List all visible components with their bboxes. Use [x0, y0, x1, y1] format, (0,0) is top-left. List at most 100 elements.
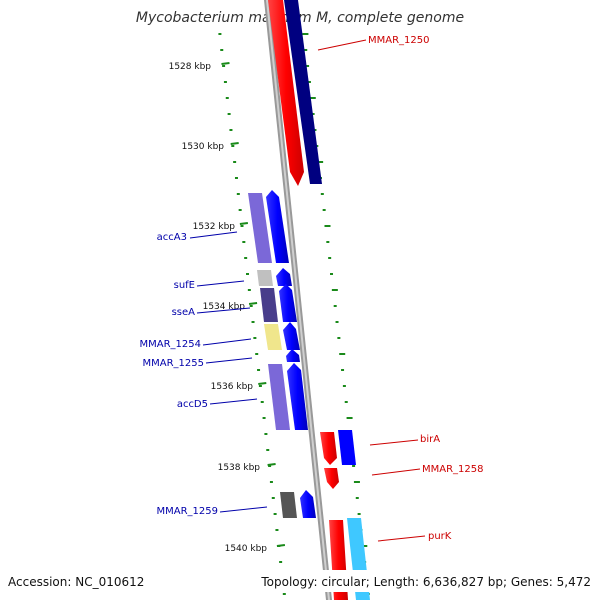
tick-dot	[333, 305, 337, 307]
tick-dot	[240, 225, 244, 227]
tick-dot	[279, 561, 283, 563]
gene-label: purK	[428, 531, 452, 542]
tick-dot	[342, 385, 346, 387]
tick-dot	[307, 81, 311, 83]
gene-label: accD5	[177, 399, 208, 410]
tick-dot	[341, 369, 345, 371]
tick-label: 1532 kbp	[193, 222, 236, 232]
tick-dot	[246, 273, 250, 275]
gene-ssea[interactable]: sseA	[172, 284, 297, 322]
tick-dot	[352, 465, 356, 467]
gene-arrow-reverse	[283, 322, 300, 350]
label-connector	[196, 280, 245, 287]
tick-dot	[271, 497, 275, 499]
summary-backdrop	[258, 570, 598, 592]
gene-label: MMAR_1250	[368, 35, 430, 46]
genome-backbone-highlight	[266, 0, 330, 600]
tick-dot	[304, 49, 308, 51]
tick-dot	[335, 321, 339, 323]
gene-sufe[interactable]: sufE	[174, 268, 292, 291]
tick-label: 1530 kbp	[182, 142, 225, 152]
tick-dot	[282, 593, 286, 595]
gene-mmar-1255[interactable]: MMAR_1255	[143, 349, 301, 369]
tick-mark	[239, 222, 248, 225]
gene-cog-band	[248, 193, 272, 263]
tick-dot	[353, 481, 360, 483]
tick-dot	[247, 289, 251, 291]
label-connector	[317, 39, 367, 51]
gene-label: MMAR_1255	[143, 358, 205, 369]
tick-dot	[355, 497, 359, 499]
tick-dot	[337, 337, 341, 339]
gene-label: MMAR_1258	[422, 464, 484, 475]
tick-dot	[249, 305, 253, 307]
gene-label: sufE	[174, 280, 195, 291]
gene-arrow-reverse	[286, 349, 300, 362]
gene-accd5[interactable]: accD5	[177, 363, 308, 430]
gene-arrow-reverse	[300, 490, 316, 518]
gene-cog-band	[264, 324, 282, 350]
gene-cog-band	[257, 270, 273, 286]
tick-mark	[248, 302, 258, 305]
gene-arrow-reverse	[266, 190, 289, 263]
tick-dot	[266, 449, 270, 451]
gene-bira[interactable]: birA	[320, 430, 440, 465]
gene-label: MMAR_1259	[157, 506, 219, 517]
tick-dot	[302, 33, 309, 35]
tick-dot	[339, 353, 346, 355]
gene-label: MMAR_1254	[140, 339, 202, 350]
tick-dot	[236, 193, 240, 195]
gene-arrow-reverse	[276, 268, 292, 286]
gene-cog-band	[268, 364, 290, 430]
tick-dot	[251, 321, 255, 323]
gene-label: sseA	[172, 307, 196, 318]
tick-dot	[322, 209, 326, 211]
tick-dot	[220, 49, 224, 51]
tick-dot	[227, 113, 231, 115]
tick-label: 1528 kbp	[169, 62, 212, 72]
tick-mark	[267, 463, 276, 466]
gene-mmar-1254[interactable]: MMAR_1254	[140, 322, 301, 350]
tick-dot	[229, 129, 233, 131]
tick-dot	[330, 273, 334, 275]
tick-dot	[222, 65, 226, 67]
label-connector	[209, 398, 258, 405]
tick-dot	[311, 113, 315, 115]
tick-dot	[344, 401, 348, 403]
tick-dot	[258, 385, 262, 387]
gene-label: birA	[420, 434, 440, 445]
gene-arrow-forward	[268, 0, 304, 186]
tick-label: 1538 kbp	[218, 463, 261, 473]
accession-label: Accession: NC_010612	[8, 575, 144, 589]
gene-acca3[interactable]: accA3	[157, 190, 289, 263]
label-connector	[189, 231, 238, 239]
tick-label: 1534 kbp	[203, 302, 246, 312]
gene-mmar-1258[interactable]: MMAR_1258	[324, 464, 484, 489]
tick-dot	[309, 97, 316, 99]
tick-mark	[221, 62, 230, 65]
tick-dots	[218, 33, 370, 595]
tick-dot	[223, 81, 227, 83]
gene-arrow-forward	[324, 468, 339, 489]
tick-dot	[320, 193, 324, 195]
tick-dot	[233, 161, 237, 163]
tick-dot	[218, 33, 222, 35]
label-connector	[219, 506, 268, 513]
tick-dot	[361, 545, 368, 547]
gene-arrow-forward	[320, 432, 337, 465]
gene-mmar-1250[interactable]: MMAR_1250	[268, 0, 430, 186]
tick-dot	[346, 417, 353, 419]
tick-dot	[357, 513, 361, 515]
tick-dot	[277, 545, 281, 547]
gene-mmar-1259[interactable]: MMAR_1259	[157, 490, 317, 518]
label-connector	[196, 307, 251, 314]
gene-arrow-reverse	[287, 363, 308, 430]
tick-dot	[234, 177, 238, 179]
tick-mark	[230, 142, 239, 145]
tick-dot	[331, 289, 338, 291]
tick-dot	[326, 241, 330, 243]
tick-dot	[269, 481, 273, 483]
tick-dot	[268, 465, 272, 467]
tick-dot	[242, 241, 246, 243]
